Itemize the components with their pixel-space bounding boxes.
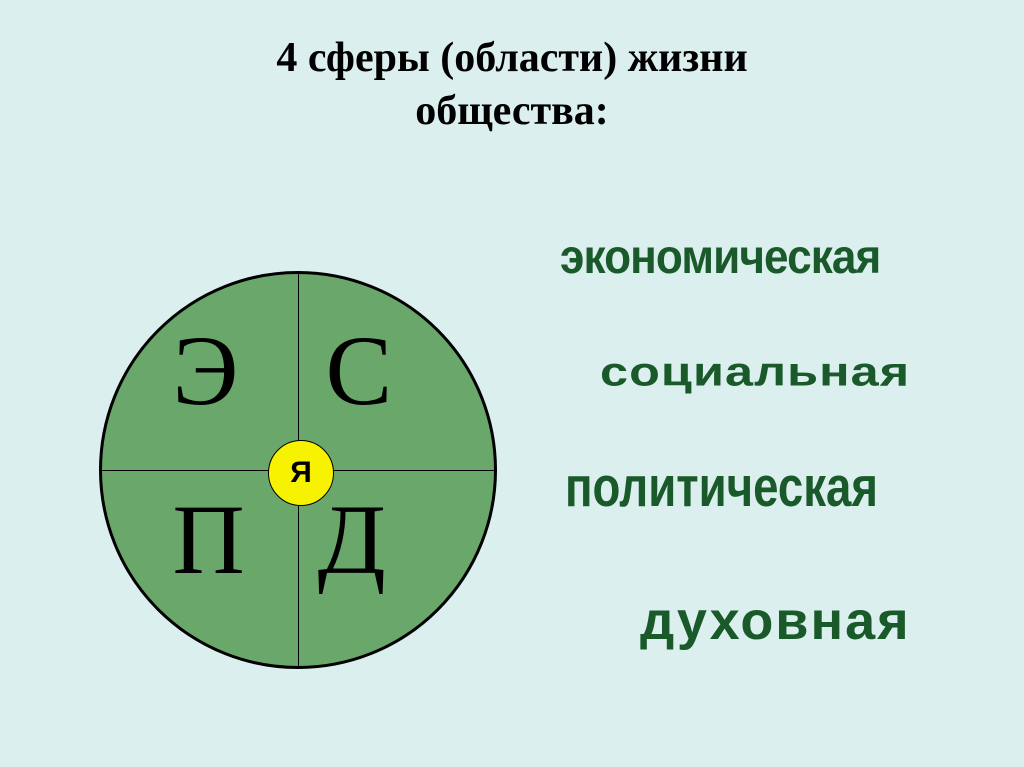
quadrant-circle: Э С П Д Я [99,271,497,669]
title-line-2: общества: [415,88,609,134]
label-political: политическая [565,455,878,520]
label-spiritual: духовная [640,590,911,652]
title-line-1: 4 сферы (области) жизни [276,35,747,81]
quadrant-bottom-left: П [173,490,245,590]
center-circle: Я [268,440,334,506]
quadrant-top-left: Э [173,321,239,421]
label-social: социальная [600,349,910,396]
diagram-container: Э С П Д Я [99,271,497,669]
label-economic: экономическая [560,230,880,285]
page-title: 4 сферы (области) жизни общества: [0,32,1024,137]
center-letter: Я [290,456,312,490]
quadrant-bottom-right: Д [318,490,386,590]
quadrant-top-right: С [325,321,392,421]
